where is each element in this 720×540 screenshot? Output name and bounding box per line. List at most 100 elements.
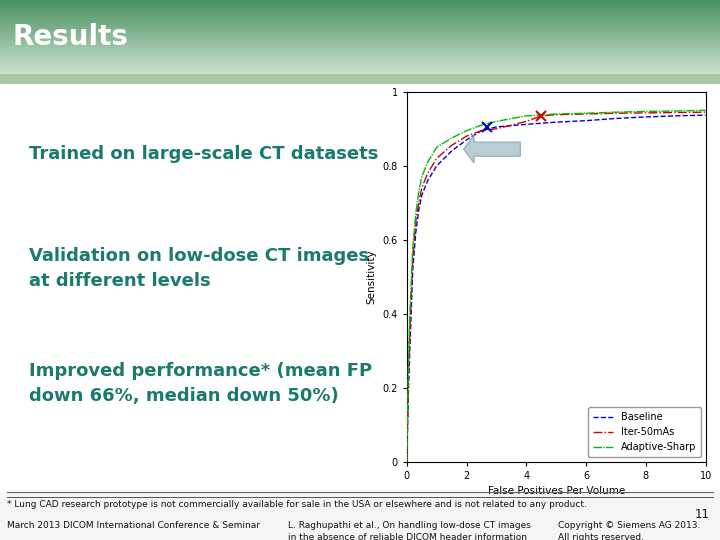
Iter-50mAs <box>537 113 546 119</box>
Iter-50mAs <box>432 155 441 161</box>
Iter-50mAs <box>462 133 471 139</box>
Adaptive-Sharp <box>477 122 486 129</box>
Iter-50mAs <box>701 109 710 116</box>
Bar <box>0 0 720 1</box>
Bar <box>0 40 720 41</box>
Bar <box>0 10 720 11</box>
Iter-50mAs <box>672 109 680 116</box>
Bar <box>0 14 720 15</box>
Bar <box>0 3 720 4</box>
Bar <box>0 52 720 53</box>
Bar <box>0 6 720 8</box>
Baseline <box>447 148 456 154</box>
Iter-50mAs <box>408 255 417 261</box>
Iter-50mAs <box>492 125 501 132</box>
Bar <box>0 38 720 40</box>
Bar <box>0 9 720 10</box>
Iter-50mAs <box>405 329 414 335</box>
Iter-50mAs <box>411 218 420 225</box>
Iter-50mAs <box>552 111 561 118</box>
Baseline <box>415 207 423 213</box>
Adaptive-Sharp <box>411 211 420 217</box>
Bar <box>0 16 720 17</box>
Adaptive-Sharp <box>404 366 413 373</box>
Bar <box>0 11 720 12</box>
Baseline <box>402 458 411 465</box>
Adaptive-Sharp <box>522 113 531 119</box>
Bar <box>0 70 720 71</box>
Baseline <box>582 117 590 124</box>
Iter-50mAs <box>402 458 411 465</box>
Bar <box>0 47 720 49</box>
Bar <box>0 4 720 5</box>
Adaptive-Sharp <box>552 111 561 117</box>
Line: Iter-50mAs: Iter-50mAs <box>407 112 706 462</box>
Bar <box>0 18 720 20</box>
Adaptive-Sharp <box>432 144 441 151</box>
Baseline <box>404 392 413 399</box>
Bar <box>0 53 720 55</box>
Bar <box>0 46 720 47</box>
Text: 11: 11 <box>695 508 710 521</box>
Bar <box>0 45 720 46</box>
Bar <box>0 31 720 32</box>
Text: * Lung CAD research prototype is not commercially available for sale in the USA : * Lung CAD research prototype is not com… <box>7 500 587 509</box>
Adaptive-Sharp <box>423 159 432 165</box>
Text: L. Raghupathi et al., On handling low-dose CT images
in the absence of reliable : L. Raghupathi et al., On handling low-do… <box>288 521 531 540</box>
Bar <box>0 21 720 22</box>
Line: Baseline: Baseline <box>407 115 706 462</box>
Baseline <box>672 113 680 119</box>
Bar <box>0 20 720 21</box>
Adaptive-Sharp <box>447 135 456 141</box>
Bar <box>0 22 720 24</box>
Bar <box>0 65 720 66</box>
Adaptive-Sharp <box>642 108 650 114</box>
Baseline <box>477 127 486 134</box>
Bar <box>0 71 720 72</box>
Iter-50mAs <box>582 111 590 117</box>
Legend: Baseline, Iter-50mAs, Adaptive-Sharp: Baseline, Iter-50mAs, Adaptive-Sharp <box>588 407 701 457</box>
Bar <box>0 28 720 29</box>
Iter-50mAs <box>642 110 650 116</box>
Iter-50mAs <box>447 142 456 149</box>
Iter-50mAs <box>423 170 432 177</box>
Text: Copyright © Siemens AG 2013.
All rights reserved.: Copyright © Siemens AG 2013. All rights … <box>558 521 701 540</box>
Bar <box>0 36 720 37</box>
Bar <box>0 62 720 63</box>
Adaptive-Sharp <box>408 244 417 251</box>
Adaptive-Sharp <box>462 127 471 134</box>
Text: Improved performance* (mean FP
down 66%, median down 50%): Improved performance* (mean FP down 66%,… <box>29 362 372 404</box>
Bar <box>0 61 720 62</box>
Bar <box>0 17 720 18</box>
Baseline <box>552 119 561 125</box>
Bar <box>0 58 720 59</box>
Bar <box>0 15 720 16</box>
Adaptive-Sharp <box>402 458 411 465</box>
Iter-50mAs <box>418 185 426 191</box>
Iter-50mAs <box>522 118 531 125</box>
Bar <box>0 50 720 51</box>
Iter-50mAs <box>612 110 621 117</box>
Adaptive-Sharp <box>415 188 423 195</box>
Bar <box>0 5 720 6</box>
Baseline <box>423 177 432 184</box>
Adaptive-Sharp <box>418 174 426 180</box>
Adaptive-Sharp <box>405 310 414 317</box>
Adaptive-Sharp <box>492 118 501 125</box>
Baseline <box>492 124 501 130</box>
Iter-50mAs <box>404 377 413 383</box>
Text: March 2013 DICOM International Conference & Seminar: March 2013 DICOM International Conferenc… <box>7 521 260 530</box>
Bar <box>0 51 720 52</box>
Bar <box>0 66 720 67</box>
Bar <box>0 73 720 75</box>
Line: Adaptive-Sharp: Adaptive-Sharp <box>407 110 706 462</box>
Adaptive-Sharp <box>672 108 680 114</box>
Baseline <box>522 121 531 127</box>
Bar <box>0 55 720 56</box>
Text: Results: Results <box>13 23 129 51</box>
Bar <box>0 57 720 58</box>
Bar <box>0 49 720 50</box>
Bar <box>0 63 720 65</box>
Bar <box>0 68 720 70</box>
Bar <box>0 12 720 14</box>
